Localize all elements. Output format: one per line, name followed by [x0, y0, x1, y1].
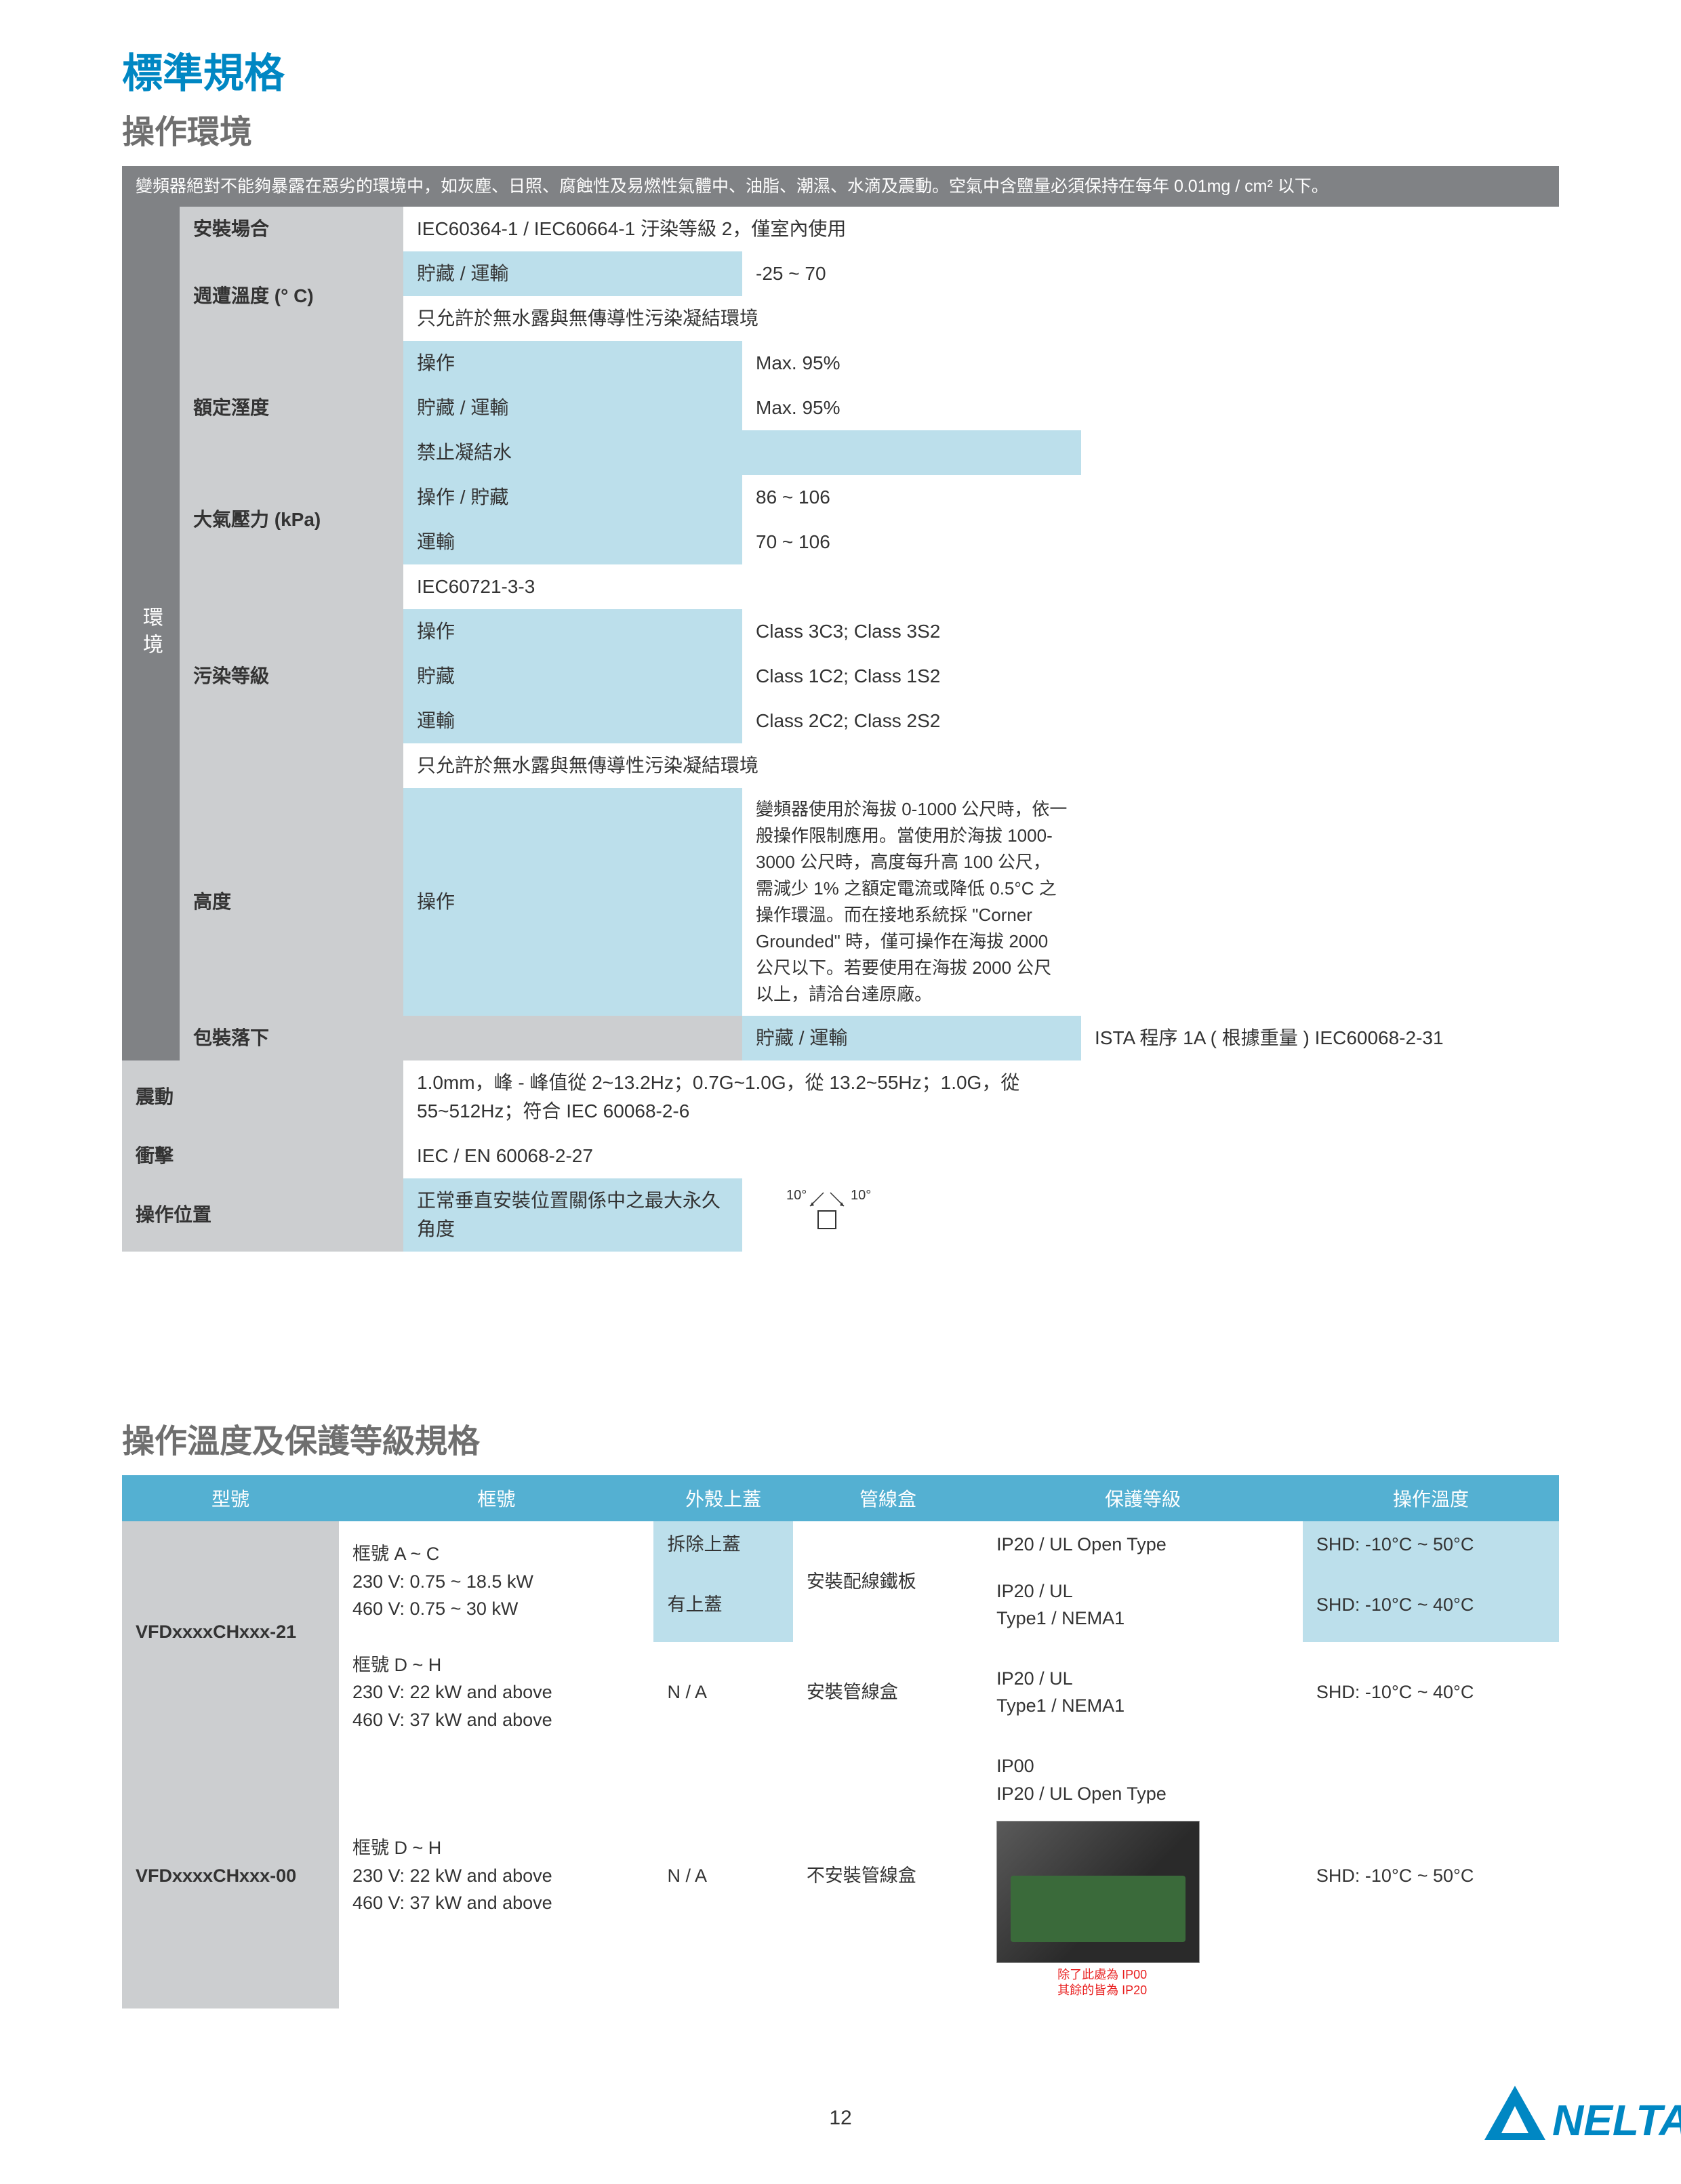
- row-value: Class 1C2; Class 1S2: [742, 654, 1081, 699]
- row-value: Max. 95%: [742, 341, 1081, 386]
- row-sub: 貯藏 / 運輸: [742, 1016, 1081, 1060]
- warning-banner: 變頻器絕對不能夠暴露在惡劣的環境中，如灰塵、日照、腐蝕性及易燃性氣體中、油脂、潮…: [122, 166, 1559, 207]
- protection-text: IP00 IP20 / UL Open Type: [996, 1752, 1289, 1807]
- row-sub: 操作: [403, 788, 742, 1016]
- caption-line: 其餘的皆為 IP20: [1057, 1983, 1289, 1998]
- page-number: 12: [0, 2107, 1681, 2130]
- cover-cell: 拆除上蓋: [653, 1521, 792, 1568]
- temp-cell: SHD: -10°C ~ 40°C: [1303, 1642, 1559, 1744]
- protection-cell: IP20 / UL Type1 / NEMA1: [983, 1642, 1303, 1744]
- col-header: 保護等級: [983, 1475, 1303, 1521]
- row-label: 安裝場合: [180, 207, 403, 251]
- row-label: 包裝落下: [180, 1016, 742, 1060]
- row-label: 衝擊: [122, 1134, 403, 1178]
- row-value: Class 2C2; Class 2S2: [742, 699, 1081, 743]
- temp-cell: SHD: -10°C ~ 50°C: [1303, 1521, 1559, 1568]
- spec-table-1: 環境 安裝場合 IEC60364-1 / IEC60664-1 汙染等級 2，僅…: [122, 207, 1559, 1252]
- spec-table-2: 型號 框號 外殼上蓋 管線盒 保護等級 操作溫度 VFDxxxxCHxxx-21…: [122, 1475, 1559, 2008]
- row-sub: 正常垂直安裝位置關係中之最大永久角度: [403, 1178, 742, 1252]
- row-sub: 操作: [403, 609, 742, 654]
- col-header: 框號: [339, 1475, 653, 1521]
- row-value: 70 ~ 106: [742, 520, 1081, 564]
- row-note: 只允許於無水露與無傳導性污染凝結環境: [403, 743, 1081, 788]
- conduit-cell: 安裝管線盒: [793, 1642, 983, 1744]
- product-image-placeholder: [996, 1821, 1200, 1963]
- row-note: 禁止凝結水: [403, 430, 1081, 475]
- conduit-cell: 不安裝管線盒: [793, 1743, 983, 2008]
- angle-icon: 10° 10°: [776, 1187, 885, 1235]
- page-title: 標準規格: [122, 41, 1559, 100]
- frame-cell: 框號 A ~ C 230 V: 0.75 ~ 18.5 kW 460 V: 0.…: [339, 1521, 653, 1642]
- temp-cell: SHD: -10°C ~ 50°C: [1303, 1743, 1559, 2008]
- product-caption: 除了此處為 IP00 其餘的皆為 IP20: [996, 1967, 1289, 1999]
- row-label: 高度: [180, 788, 403, 1016]
- row-label: 大氣壓力 (kPa): [180, 475, 403, 564]
- row-sub: 運輸: [403, 699, 742, 743]
- env-vertical-header: 環境: [122, 207, 180, 1060]
- section2-title: 操作溫度及保護等級規格: [122, 1414, 1559, 1462]
- row-sub: 貯藏 / 運輸: [403, 251, 742, 296]
- caption-line: 除了此處為 IP00: [1057, 1967, 1289, 1983]
- row-note: 只允許於無水露與無傳導性污染凝結環境: [403, 296, 1081, 341]
- row-value: Class 3C3; Class 3S2: [742, 609, 1081, 654]
- svg-text:10°: 10°: [851, 1188, 871, 1203]
- row-label: 週遭溫度 (° C): [180, 251, 403, 341]
- row-value: IEC60364-1 / IEC60664-1 汙染等級 2，僅室內使用: [403, 207, 1081, 251]
- conduit-cell: 安裝配線鐵板: [793, 1521, 983, 1642]
- logo-text: NELTA: [1552, 2096, 1681, 2145]
- temp-cell: SHD: -10°C ~ 40°C: [1303, 1568, 1559, 1642]
- cover-cell: N / A: [653, 1642, 792, 1744]
- col-header: 管線盒: [793, 1475, 983, 1521]
- col-header: 操作溫度: [1303, 1475, 1559, 1521]
- row-value: ISTA 程序 1A ( 根據重量 ) IEC60068-2-31: [1081, 1016, 1559, 1060]
- col-header: 型號: [122, 1475, 339, 1521]
- col-header: 外殼上蓋: [653, 1475, 792, 1521]
- model-cell: VFDxxxxCHxxx-21: [122, 1521, 339, 1743]
- row-value: IEC / EN 60068-2-27: [403, 1134, 1081, 1178]
- protection-cell: IP00 IP20 / UL Open Type 除了此處為 IP00 其餘的皆…: [983, 1743, 1303, 2008]
- row-label: 震動: [122, 1060, 403, 1134]
- protection-cell: IP20 / UL Type1 / NEMA1: [983, 1568, 1303, 1642]
- row-sub: 運輸: [403, 520, 742, 564]
- row-value: 86 ~ 106: [742, 475, 1081, 520]
- frame-cell: 框號 D ~ H 230 V: 22 kW and above 460 V: 3…: [339, 1743, 653, 2008]
- row-sub: 操作: [403, 341, 742, 386]
- row-sub: 貯藏: [403, 654, 742, 699]
- angle-cell: 10° 10°: [742, 1178, 1081, 1252]
- row-value: -25 ~ 70: [742, 251, 1081, 296]
- row-value: IEC60721-3-3: [403, 564, 1081, 609]
- model-cell: VFDxxxxCHxxx-00: [122, 1743, 339, 2008]
- row-label: 操作位置: [122, 1178, 403, 1252]
- row-label: 額定溼度: [180, 341, 403, 475]
- frame-cell: 框號 D ~ H 230 V: 22 kW and above 460 V: 3…: [339, 1642, 653, 1744]
- row-value: 1.0mm，峰 - 峰值從 2~13.2Hz；0.7G~1.0G，從 13.2~…: [403, 1060, 1081, 1134]
- delta-logo: NELTA: [1451, 2076, 1681, 2157]
- cover-cell: 有上蓋: [653, 1568, 792, 1642]
- row-sub: 貯藏 / 運輸: [403, 386, 742, 430]
- row-sub: 操作 / 貯藏: [403, 475, 742, 520]
- protection-cell: IP20 / UL Open Type: [983, 1521, 1303, 1568]
- cover-cell: N / A: [653, 1743, 792, 2008]
- section1-title: 操作環境: [122, 105, 1559, 152]
- row-value: Max. 95%: [742, 386, 1081, 430]
- row-label: 污染等級: [180, 564, 403, 788]
- row-value: 變頻器使用於海拔 0-1000 公尺時，依一般操作限制應用。當使用於海拔 100…: [742, 788, 1081, 1016]
- svg-text:10°: 10°: [786, 1188, 807, 1203]
